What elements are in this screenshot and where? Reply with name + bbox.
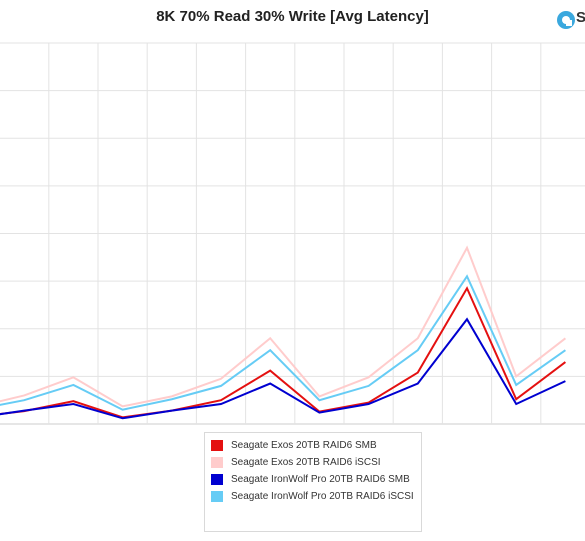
- x-tick-label: 16 Th: [554, 429, 576, 430]
- legend-item-1[interactable]: Seagate Exos 20TB RAID6 SMB: [205, 437, 421, 454]
- storagereview-logo-icon: [557, 11, 575, 29]
- series-line-4: [0, 274, 566, 411]
- legend-swatch: [211, 457, 223, 468]
- x-tick-labels: ThreadsQueue2 Threads8 Queue2 Threads16 …: [4, 429, 576, 430]
- legend-swatch: [211, 474, 223, 485]
- x-tick-label: 8 Threads: [349, 429, 389, 430]
- legend-swatch: [211, 491, 223, 502]
- legend-label: Seagate Exos 20TB RAID6 SMB: [231, 440, 377, 451]
- legend-item-4[interactable]: Seagate IronWolf Pro 20TB RAID6 iSCSI: [205, 488, 421, 505]
- chart-title: 8K 70% Read 30% Write [Avg Latency]: [156, 8, 429, 25]
- legend-label: Seagate Exos 20TB RAID6 iSCSI: [231, 457, 381, 468]
- x-tick-label: 2 Threads: [53, 429, 93, 430]
- legend-item-3[interactable]: Seagate IronWolf Pro 20TB RAID6 SMB: [205, 471, 421, 488]
- x-tick-label: 4 Threads: [201, 429, 241, 430]
- x-tick-label: 8 Threads: [447, 429, 487, 430]
- x-tick-label: 4 Threads: [250, 429, 290, 430]
- series-line-3: [0, 317, 566, 420]
- legend: Seagate Exos 20TB RAID6 SMB Seagate Exos …: [204, 432, 422, 532]
- x-tick-label: 2 Threads: [4, 429, 44, 430]
- line-chart: ThreadsQueue2 Threads8 Queue2 Threads16 …: [0, 42, 585, 430]
- legend-swatch: [211, 440, 223, 451]
- series-lines: [0, 245, 567, 420]
- x-tick-label: 8 Threads: [299, 429, 339, 430]
- x-tick-label: 4 Threads: [103, 429, 143, 430]
- series-line-2: [0, 245, 567, 408]
- legend-label: Seagate IronWolf Pro 20TB RAID6 SMB: [231, 474, 410, 485]
- x-tick-label: 16 Threads: [494, 429, 539, 430]
- x-tick-label: 4 Threads: [152, 429, 192, 430]
- legend-item-2[interactable]: Seagate Exos 20TB RAID6 iSCSI: [205, 454, 421, 471]
- legend-label: Seagate IronWolf Pro 20TB RAID6 iSCSI: [231, 491, 414, 502]
- horizontal-gridlines: [0, 42, 585, 425]
- x-tick-label: 8 Threads: [398, 429, 438, 430]
- series-line-1: [0, 286, 567, 419]
- brand-text: S: [576, 9, 585, 26]
